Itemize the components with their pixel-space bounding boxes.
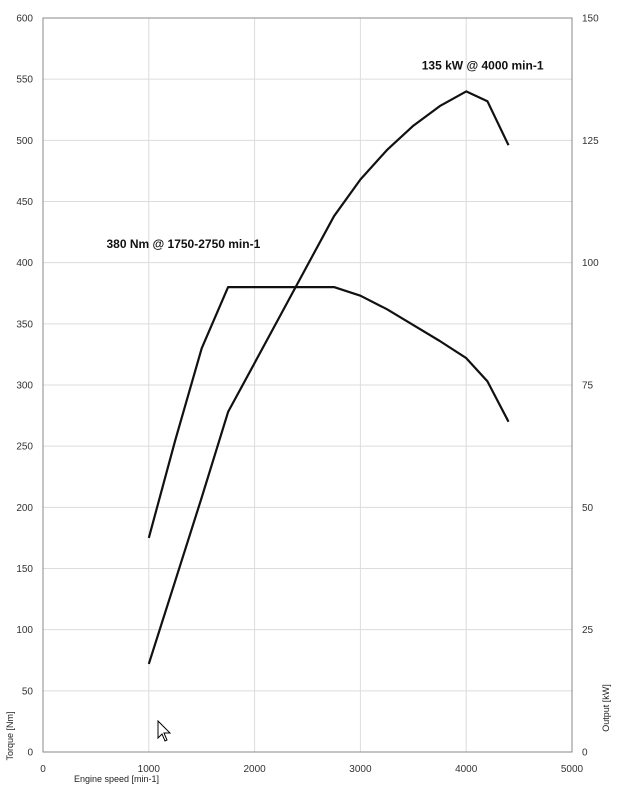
series-lines: [147, 90, 510, 665]
y-left-tick-label: 100: [16, 625, 33, 636]
x-tick-label: 5000: [561, 764, 584, 775]
y-left-tick-label: 350: [16, 319, 33, 330]
x-tick-label: 0: [40, 764, 46, 775]
y-left-tick-label: 600: [16, 14, 33, 25]
y-left-tick-label: 550: [16, 75, 33, 86]
x-tick-label: 4000: [455, 764, 478, 775]
y-right-tick-label: 150: [582, 14, 599, 25]
x-axis-title: Engine speed [min-1]: [74, 774, 159, 784]
mouse-cursor-icon: [157, 719, 172, 742]
torque-curve: [147, 286, 510, 539]
x-tick-label: 1000: [138, 764, 161, 775]
y-left-tick-label: 50: [22, 686, 34, 697]
y-right-tick-label: 75: [582, 381, 594, 392]
y-right-tick-label: 25: [582, 625, 594, 636]
y-right-tick-label: 0: [582, 748, 588, 759]
y-left-tick-label: 200: [16, 503, 33, 514]
y-left-tick-label: 250: [16, 442, 33, 453]
y-left-tick-label: 0: [27, 748, 33, 759]
x-tick-label: 3000: [349, 764, 372, 775]
output-curve: [147, 90, 510, 665]
annotation-label: 380 Nm @ 1750-2750 min-1: [106, 237, 260, 251]
y-right-tick-label: 50: [582, 503, 594, 514]
y-left-tick-label: 150: [16, 564, 33, 575]
annotations: 135 kW @ 4000 min-1 380 Nm @ 1750-2750 mi…: [106, 58, 543, 251]
y-right-tick-label: 100: [582, 258, 599, 269]
x-axis-ticks: 0 1000 2000 3000 4000 5000: [40, 764, 583, 775]
y-left-tick-label: 500: [16, 136, 33, 147]
plot-area-frame: [42, 17, 573, 753]
y-left-tick-label: 300: [16, 381, 33, 392]
y-left-tick-label: 400: [16, 258, 33, 269]
y-left-tick-label: 450: [16, 197, 33, 208]
right-axis-ticks: 0 25 50 75 100 125 150: [582, 14, 599, 759]
y-right-tick-label: 125: [582, 136, 599, 147]
x-tick-label: 2000: [243, 764, 266, 775]
y-left-axis-title: Torque [Nm]: [5, 711, 15, 760]
left-axis-ticks: 0 50 100 150 200 250 300 350 400 450 500 550 600: [16, 14, 33, 759]
grid: [42, 17, 573, 753]
annotation-label: 135 kW @ 4000 min-1: [422, 58, 544, 72]
y-right-axis-title: Output [kW]: [601, 684, 611, 732]
